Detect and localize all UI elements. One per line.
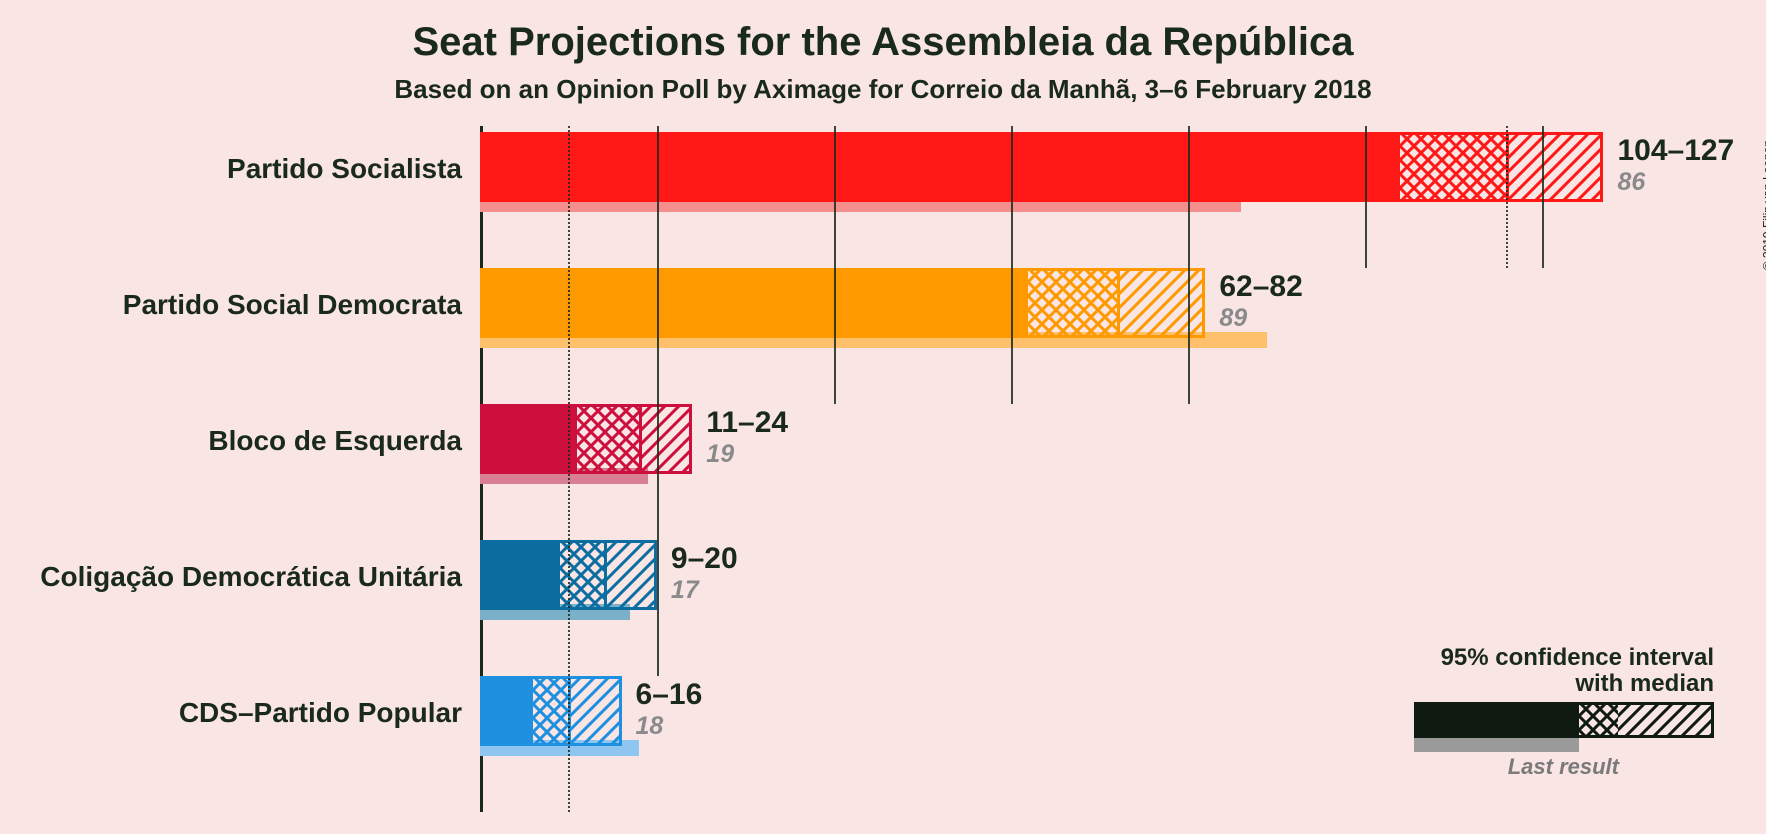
gridline-minor <box>1506 126 1508 268</box>
range-label: 6–16 <box>636 678 703 712</box>
gridline-major <box>657 126 659 676</box>
bar-solid <box>480 268 1028 338</box>
last-result-label: 17 <box>671 576 699 605</box>
copyright: © 2019 Filip van Laenen <box>1760 140 1766 270</box>
chart-subtitle: Based on an Opinion Poll by Aximage for … <box>0 74 1766 105</box>
median-marker <box>1117 268 1120 338</box>
legend-last-bar <box>1414 738 1579 752</box>
gridline-major <box>1188 126 1190 404</box>
bar-crosshatch <box>1400 132 1506 202</box>
party-row: Partido Socialista104–12786 <box>480 126 1630 262</box>
bar-crosshatch <box>560 540 604 610</box>
range-label: 62–82 <box>1219 270 1302 304</box>
range-label: 11–24 <box>706 406 788 440</box>
median-marker <box>639 404 642 474</box>
bar-diagonal <box>1117 268 1205 338</box>
gridline-major <box>1365 126 1367 268</box>
party-row: Bloco de Esquerda11–2419 <box>480 398 1630 534</box>
range-label: 9–20 <box>671 542 738 576</box>
party-label: Partido Social Democrata <box>123 289 480 321</box>
party-label: CDS–Partido Popular <box>179 697 480 729</box>
legend-last-label: Last result <box>1508 754 1619 780</box>
last-result-label: 89 <box>1219 304 1247 333</box>
bar-solid <box>480 540 560 610</box>
legend-bar-outline <box>1414 702 1714 738</box>
last-result-label: 86 <box>1617 168 1645 197</box>
party-row: Partido Social Democrata62–8289 <box>480 262 1630 398</box>
bar-diagonal <box>639 404 692 474</box>
bar-crosshatch <box>1028 268 1116 338</box>
legend-ci-label-1: 95% confidence interval <box>1441 644 1714 672</box>
bar-crosshatch <box>577 404 639 474</box>
chart-title: Seat Projections for the Assembleia da R… <box>0 20 1766 65</box>
gridline-major <box>1542 126 1544 268</box>
bar-solid <box>480 132 1400 202</box>
last-result-label: 19 <box>706 440 734 469</box>
party-label: Partido Socialista <box>227 153 480 185</box>
bar-solid <box>480 404 577 474</box>
last-result-label: 18 <box>636 712 664 741</box>
gridline-major <box>834 126 836 404</box>
legend: 95% confidence intervalwith median Last r… <box>1404 644 1714 784</box>
party-label: Coligação Democrática Unitária <box>40 561 480 593</box>
party-label: Bloco de Esquerda <box>208 425 480 457</box>
bar-solid <box>480 676 533 746</box>
gridline-minor <box>568 126 570 812</box>
bar-crosshatch <box>533 676 568 746</box>
bar-diagonal <box>568 676 621 746</box>
bar-diagonal <box>1506 132 1603 202</box>
range-label: 104–127 <box>1617 134 1734 168</box>
legend-ci-label-2: with median <box>1575 670 1714 698</box>
gridline-major <box>1011 126 1013 404</box>
median-marker <box>604 540 607 610</box>
bar-diagonal <box>604 540 657 610</box>
